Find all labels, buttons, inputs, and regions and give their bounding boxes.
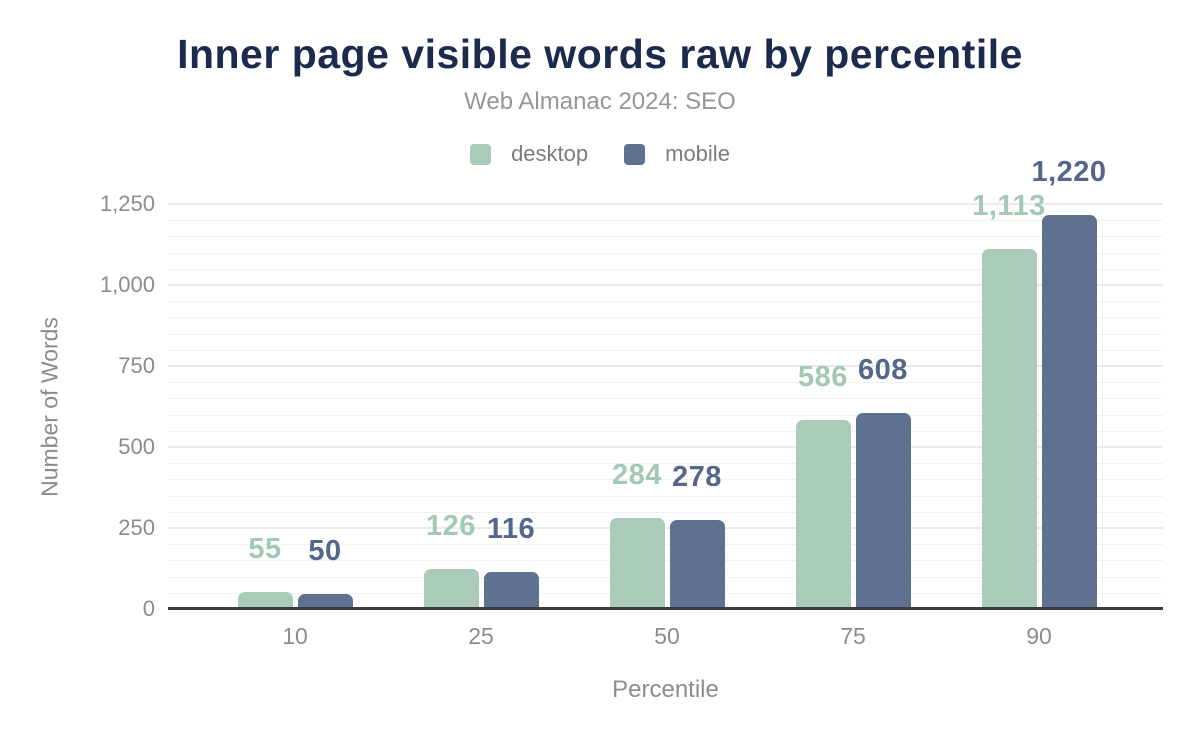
legend-item-desktop: desktop	[470, 141, 588, 167]
x-tick-label-50: 50	[654, 623, 680, 649]
bar-value-desktop-p75: 586	[798, 361, 848, 394]
chart-title: Inner page visible words raw by percenti…	[177, 31, 1023, 77]
gridline-major	[168, 203, 1163, 205]
bar-group-25: 126 116 25	[388, 205, 574, 649]
gridline-major	[168, 527, 1163, 529]
gridline-major	[168, 446, 1163, 448]
bar-mobile-p25[interactable]	[483, 572, 539, 610]
gridline-minor	[168, 544, 1163, 546]
legend-swatch-mobile-icon	[624, 143, 646, 165]
gridline-minor	[168, 495, 1163, 497]
y-tick-label-750: 750	[118, 353, 155, 378]
bar-desktop-p75[interactable]	[795, 420, 851, 610]
bar-value-mobile-p25: 116	[486, 513, 536, 546]
y-tick-label-1000: 1,000	[99, 272, 155, 297]
gridline-minor	[168, 463, 1163, 465]
gridline-minor	[168, 301, 1163, 303]
plot-area: 0 250 500 750 1,000 1,250 55 50 10 126 116 25 284 278…	[100, 157, 1163, 649]
gridline-minor	[168, 592, 1163, 594]
bar-group-10: 55 50 10	[202, 205, 388, 649]
bar-mobile-p10[interactable]	[297, 593, 353, 610]
gridline-minor	[168, 414, 1163, 416]
gridline-minor	[168, 349, 1163, 351]
legend-swatch-desktop-icon	[470, 143, 492, 165]
gridline-minor	[168, 398, 1163, 400]
legend: desktop mobile	[0, 141, 1200, 167]
bar-value-desktop-p90: 1,113	[972, 190, 1046, 223]
bar-desktop-p25[interactable]	[423, 569, 479, 610]
bar-value-mobile-p10: 50	[308, 534, 342, 567]
gridline-minor	[168, 252, 1163, 254]
gridline-minor	[168, 560, 1163, 562]
bar-group-50: 284 278 50	[574, 205, 760, 649]
bar-value-desktop-p25: 126	[426, 510, 476, 543]
gridline-minor	[168, 479, 1163, 481]
bar-value-mobile-p75: 608	[858, 354, 908, 387]
bar-group-75: 586 608 75	[760, 205, 946, 649]
bar-group-90: 1,113 1,220 90	[946, 157, 1132, 649]
chart-subtitle: Web Almanac 2024: SEO	[464, 88, 736, 115]
x-tick-label-25: 25	[468, 623, 494, 649]
bar-mobile-p90[interactable]	[1041, 214, 1097, 610]
x-axis-title: Percentile	[612, 676, 719, 703]
x-axis-line	[168, 607, 1163, 610]
bar-desktop-p90[interactable]	[981, 249, 1037, 610]
gridline-minor	[168, 430, 1163, 432]
y-tick-label-1250: 1,250	[99, 191, 155, 216]
gridline-minor	[168, 220, 1163, 222]
gridline-minor	[168, 576, 1163, 578]
legend-label-desktop: desktop	[511, 141, 589, 166]
bar-value-desktop-p10: 55	[248, 533, 282, 566]
x-tick-label-10: 10	[282, 623, 308, 649]
bar-value-mobile-p50: 278	[672, 460, 722, 493]
legend-item-mobile: mobile	[624, 141, 730, 167]
x-tick-label-75: 75	[840, 623, 866, 649]
gridline-minor	[168, 382, 1163, 384]
bar-value-desktop-p50: 284	[612, 458, 662, 491]
bar-desktop-p10[interactable]	[237, 592, 293, 610]
gridline-minor	[168, 236, 1163, 238]
bar-value-mobile-p90: 1,220	[1031, 155, 1107, 188]
bar-mobile-p75[interactable]	[855, 413, 911, 610]
y-axis-title: Number of Words	[36, 317, 63, 497]
y-tick-label-0: 0	[142, 596, 155, 621]
bar-mobile-p50[interactable]	[669, 519, 725, 610]
gridline-major	[168, 284, 1163, 286]
gridline-minor	[168, 317, 1163, 319]
gridline-major	[168, 365, 1163, 367]
legend-label-mobile: mobile	[665, 141, 730, 166]
x-tick-label-90: 90	[1026, 623, 1052, 649]
y-tick-label-500: 500	[118, 434, 155, 459]
bar-desktop-p50[interactable]	[609, 517, 665, 610]
y-tick-label-250: 250	[118, 515, 155, 540]
gridline-minor	[168, 268, 1163, 270]
gridline-minor	[168, 333, 1163, 335]
gridline-minor	[168, 511, 1163, 513]
